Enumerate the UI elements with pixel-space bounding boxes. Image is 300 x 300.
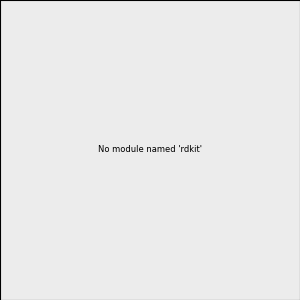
Text: No module named 'rdkit': No module named 'rdkit' [98, 146, 202, 154]
